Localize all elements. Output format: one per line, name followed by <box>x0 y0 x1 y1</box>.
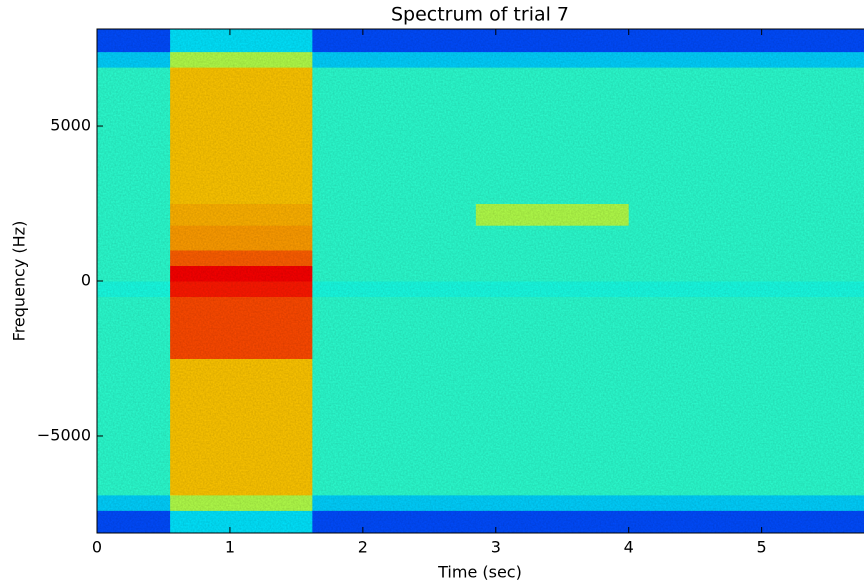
spectrogram-cell <box>475 281 630 297</box>
spectrogram-cell <box>312 494 477 511</box>
spectrogram-cell <box>475 358 630 496</box>
spectrogram-cell <box>628 51 864 68</box>
spectrogram-cell <box>97 67 171 205</box>
spectrogram-cell <box>628 250 864 267</box>
spectrogram-cell <box>170 281 313 297</box>
spectrogram-cell <box>97 510 171 534</box>
spectrogram-cell <box>97 203 171 226</box>
y-tick-label: 0 <box>81 271 91 290</box>
spectrogram-cell <box>170 225 313 251</box>
spectrogram-cell <box>628 281 864 297</box>
spectrogram-cell <box>312 358 477 496</box>
spectrogram-cell <box>170 51 313 68</box>
spectrogram-cell <box>475 225 630 251</box>
spectrogram-cell <box>628 225 864 251</box>
spectrogram-cell <box>97 225 171 251</box>
spectrogram-cell <box>628 67 864 205</box>
spectrogram-cell <box>312 250 477 267</box>
spectrogram-cell <box>312 203 477 226</box>
spectrogram-cell <box>170 203 313 226</box>
x-tick-label: 1 <box>225 538 235 557</box>
spectrogram-cell <box>170 67 313 205</box>
spectrogram-cell <box>312 67 477 205</box>
spectrogram-cell <box>97 281 171 297</box>
spectrogram-cell <box>97 494 171 511</box>
spectrogram-cell <box>475 29 630 53</box>
spectrogram-cell <box>628 203 864 226</box>
spectrogram-cell <box>312 51 477 68</box>
spectrogram-cell <box>170 250 313 267</box>
y-axis-label: Frequency (Hz) <box>10 221 29 342</box>
spectrogram-cell <box>97 29 171 53</box>
spectrogram-cell <box>170 265 313 282</box>
chart-title: Spectrum of trial 7 <box>391 4 569 26</box>
spectrogram-cell <box>628 296 864 359</box>
spectrogram-cell <box>97 265 171 282</box>
spectrogram-cell <box>97 358 171 496</box>
x-tick-label: 4 <box>624 538 634 557</box>
spectrogram-cell <box>97 51 171 68</box>
spectrogram-cell <box>628 29 864 53</box>
spectrogram-cell <box>170 358 313 496</box>
spectrogram-cell <box>628 265 864 282</box>
y-tick-label: 5000 <box>50 116 91 135</box>
spectrogram-cell <box>628 494 864 511</box>
spectrogram-cell <box>628 358 864 496</box>
x-tick-label: 3 <box>491 538 501 557</box>
spectrogram-cell <box>475 296 630 359</box>
spectrogram-cell <box>475 51 630 68</box>
spectrogram-cell <box>312 510 477 534</box>
heatmap <box>97 29 864 534</box>
spectrogram-cell <box>170 296 313 359</box>
spectrogram-cell <box>475 67 630 205</box>
spectrogram-cell <box>628 510 864 534</box>
spectrogram-cell <box>312 29 477 53</box>
spectrogram-cell <box>97 250 171 267</box>
x-tick-label: 2 <box>358 538 368 557</box>
spectrogram-cell <box>475 203 630 226</box>
spectrogram-cell <box>312 265 477 282</box>
x-tick-label: 5 <box>757 538 767 557</box>
x-tick-label: 0 <box>92 538 102 557</box>
spectrogram-cell <box>312 296 477 359</box>
x-axis-label: Time (sec) <box>437 563 522 582</box>
spectrogram-cell <box>475 494 630 511</box>
spectrogram-cell <box>170 494 313 511</box>
spectrogram-cell <box>312 225 477 251</box>
y-tick-label: −5000 <box>37 425 91 444</box>
spectrogram-cell <box>312 281 477 297</box>
spectrogram-cell <box>475 265 630 282</box>
spectrogram-cell <box>97 296 171 359</box>
spectrogram-cell <box>475 510 630 534</box>
spectrogram-cell <box>170 29 313 53</box>
spectrogram-cell <box>475 250 630 267</box>
spectrogram-cell <box>170 510 313 534</box>
